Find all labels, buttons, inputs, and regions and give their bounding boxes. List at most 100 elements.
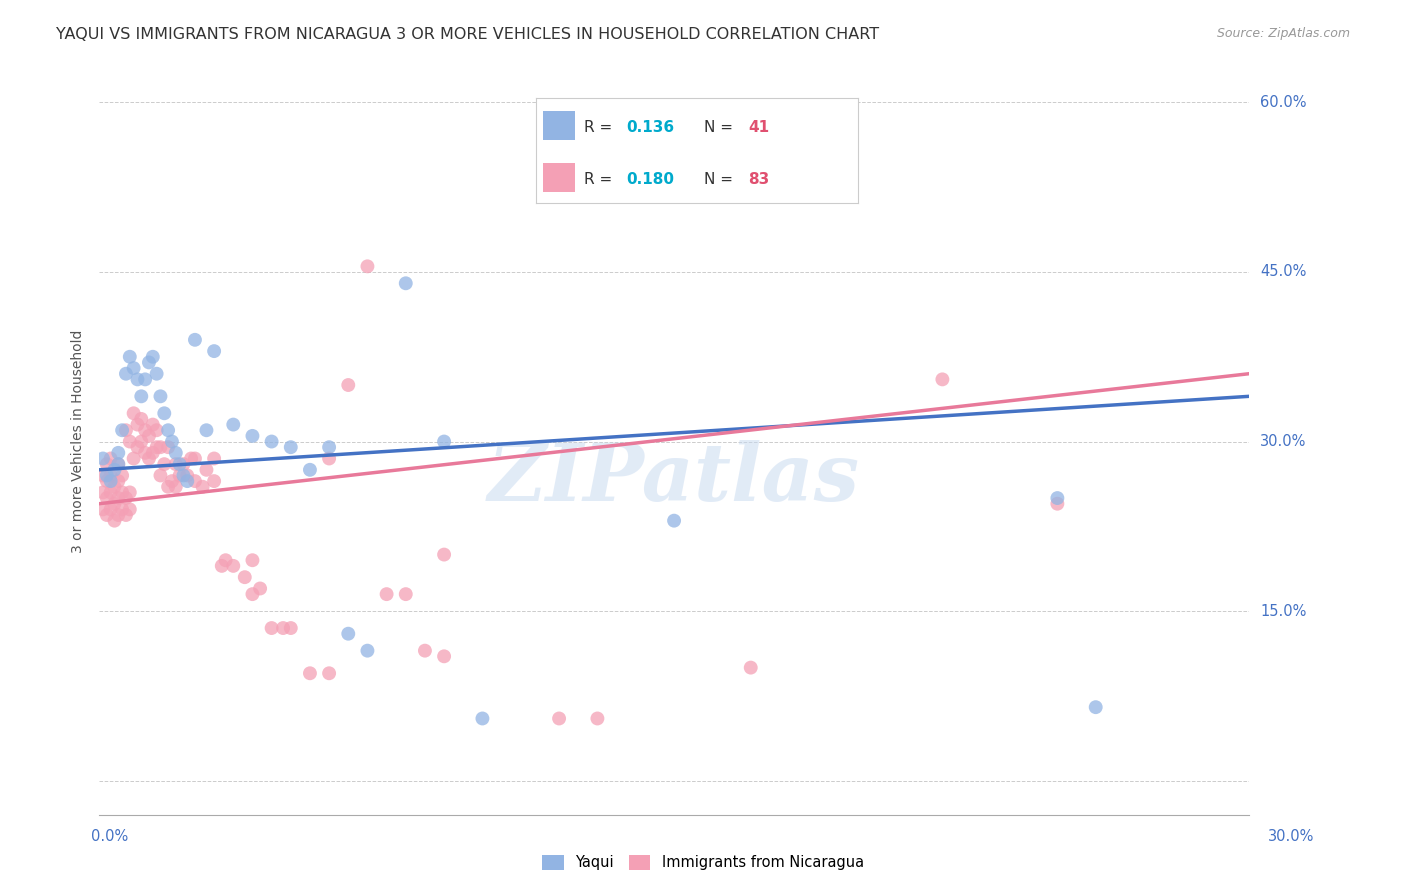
- Point: [145, 423, 167, 437]
- Point: [202, 451, 225, 466]
- Point: [433, 434, 456, 449]
- Point: [395, 277, 418, 291]
- Point: [96, 468, 118, 483]
- Point: [107, 508, 129, 522]
- Point: [129, 434, 152, 449]
- Point: [249, 582, 271, 596]
- Text: 30.0%: 30.0%: [1268, 830, 1315, 844]
- Point: [318, 440, 340, 454]
- Point: [202, 344, 225, 359]
- Point: [337, 378, 360, 392]
- Point: [169, 468, 191, 483]
- Point: [160, 434, 183, 449]
- Point: [433, 548, 456, 562]
- Text: Source: ZipAtlas.com: Source: ZipAtlas.com: [1216, 27, 1350, 40]
- Point: [118, 434, 141, 449]
- Y-axis label: 3 or more Vehicles in Household: 3 or more Vehicles in Household: [72, 330, 86, 553]
- Point: [471, 711, 494, 725]
- Point: [375, 587, 398, 601]
- Point: [91, 451, 114, 466]
- Point: [172, 457, 194, 471]
- Point: [233, 570, 256, 584]
- Point: [118, 350, 141, 364]
- Point: [111, 502, 134, 516]
- Point: [107, 474, 129, 488]
- Point: [433, 649, 456, 664]
- Point: [191, 480, 214, 494]
- Point: [298, 463, 321, 477]
- Point: [122, 361, 145, 376]
- Point: [118, 485, 141, 500]
- Point: [413, 643, 436, 657]
- Point: [169, 457, 191, 471]
- Point: [100, 485, 122, 500]
- Point: [280, 621, 302, 635]
- Legend: Yaqui, Immigrants from Nicaragua: Yaqui, Immigrants from Nicaragua: [536, 848, 870, 876]
- Point: [1046, 497, 1069, 511]
- Point: [115, 508, 138, 522]
- Point: [337, 626, 360, 640]
- Point: [242, 553, 264, 567]
- Point: [184, 451, 207, 466]
- Point: [127, 440, 149, 454]
- Point: [138, 429, 160, 443]
- Point: [931, 372, 953, 386]
- Point: [356, 643, 378, 657]
- Point: [157, 440, 180, 454]
- Text: 60.0%: 60.0%: [1260, 95, 1306, 110]
- Point: [157, 423, 180, 437]
- Point: [100, 451, 122, 466]
- Point: [180, 451, 202, 466]
- Point: [100, 502, 122, 516]
- Point: [214, 553, 236, 567]
- Text: 45.0%: 45.0%: [1260, 265, 1306, 279]
- Point: [91, 502, 114, 516]
- Point: [149, 440, 172, 454]
- Point: [195, 463, 218, 477]
- Point: [134, 372, 156, 386]
- Point: [122, 451, 145, 466]
- Point: [356, 260, 378, 274]
- Point: [184, 474, 207, 488]
- Point: [176, 468, 198, 483]
- Point: [127, 372, 149, 386]
- Point: [242, 429, 264, 443]
- Point: [157, 480, 180, 494]
- Point: [395, 587, 418, 601]
- Point: [222, 558, 245, 573]
- Text: 0.0%: 0.0%: [91, 830, 128, 844]
- Point: [107, 457, 129, 471]
- Point: [176, 474, 198, 488]
- Point: [260, 621, 283, 635]
- Point: [111, 423, 134, 437]
- Point: [172, 468, 194, 483]
- Point: [115, 367, 138, 381]
- Point: [129, 412, 152, 426]
- Point: [142, 446, 165, 460]
- Point: [142, 417, 165, 432]
- Point: [160, 474, 183, 488]
- Point: [145, 440, 167, 454]
- Point: [91, 468, 114, 483]
- Point: [242, 587, 264, 601]
- Point: [103, 497, 125, 511]
- Point: [107, 491, 129, 505]
- Point: [222, 417, 245, 432]
- Point: [149, 468, 172, 483]
- Point: [103, 480, 125, 494]
- Point: [96, 457, 118, 471]
- Point: [138, 451, 160, 466]
- Text: YAQUI VS IMMIGRANTS FROM NICARAGUA 3 OR MORE VEHICLES IN HOUSEHOLD CORRELATION C: YAQUI VS IMMIGRANTS FROM NICARAGUA 3 OR …: [56, 27, 879, 42]
- Point: [138, 355, 160, 369]
- Point: [202, 474, 225, 488]
- Point: [107, 446, 129, 460]
- Point: [1084, 700, 1107, 714]
- Point: [165, 480, 187, 494]
- Point: [100, 468, 122, 483]
- Point: [91, 485, 114, 500]
- Point: [153, 457, 176, 471]
- Point: [103, 514, 125, 528]
- Point: [586, 711, 609, 725]
- Text: ZIPatlas: ZIPatlas: [488, 440, 860, 517]
- Point: [271, 621, 294, 635]
